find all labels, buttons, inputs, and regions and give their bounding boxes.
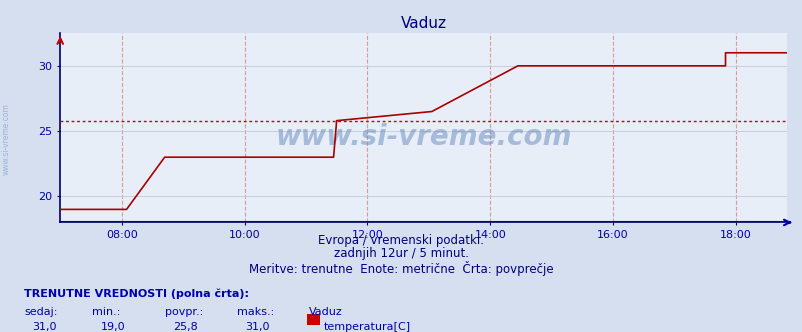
Text: temperatura[C]: temperatura[C] <box>323 322 410 332</box>
Text: sedaj:: sedaj: <box>24 307 58 317</box>
Text: www.si-vreme.com: www.si-vreme.com <box>275 123 571 151</box>
Text: 25,8: 25,8 <box>172 322 197 332</box>
Text: maks.:: maks.: <box>237 307 273 317</box>
Text: povpr.:: povpr.: <box>164 307 203 317</box>
Title: Vaduz: Vaduz <box>400 16 446 31</box>
Text: 31,0: 31,0 <box>32 322 57 332</box>
Text: Vaduz: Vaduz <box>309 307 342 317</box>
Text: Evropa / vremenski podatki.: Evropa / vremenski podatki. <box>318 234 484 247</box>
Text: Meritve: trenutne  Enote: metrične  Črta: povprečje: Meritve: trenutne Enote: metrične Črta: … <box>249 261 553 276</box>
Text: www.si-vreme.com: www.si-vreme.com <box>2 104 11 175</box>
Text: min.:: min.: <box>92 307 120 317</box>
Text: TRENUTNE VREDNOSTI (polna črta):: TRENUTNE VREDNOSTI (polna črta): <box>24 289 249 299</box>
Text: zadnjih 12ur / 5 minut.: zadnjih 12ur / 5 minut. <box>334 247 468 260</box>
Text: 19,0: 19,0 <box>100 322 125 332</box>
Text: 31,0: 31,0 <box>245 322 269 332</box>
